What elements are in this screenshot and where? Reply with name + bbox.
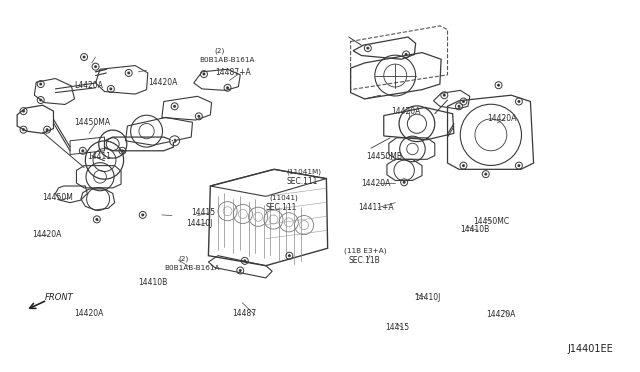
Text: 14410J: 14410J: [186, 219, 212, 228]
Text: 14420A: 14420A: [32, 230, 61, 239]
Text: SEC.111: SEC.111: [287, 177, 318, 186]
Text: L4420A: L4420A: [74, 81, 104, 90]
Circle shape: [243, 259, 246, 262]
Text: 14420A: 14420A: [362, 179, 391, 187]
Text: SEC.111: SEC.111: [266, 203, 297, 212]
Text: (11B E3+A): (11B E3+A): [344, 248, 387, 254]
Text: 14420A: 14420A: [486, 311, 515, 320]
Text: 14415: 14415: [191, 208, 215, 217]
Text: (11041M): (11041M): [287, 169, 322, 175]
Text: B: B: [170, 138, 175, 143]
Circle shape: [81, 149, 84, 152]
Circle shape: [288, 254, 291, 257]
Text: 14420A: 14420A: [148, 78, 177, 87]
Circle shape: [83, 55, 86, 58]
Text: 14450MC: 14450MC: [473, 217, 509, 226]
Text: 14420A: 14420A: [74, 310, 104, 318]
Circle shape: [518, 164, 520, 167]
Circle shape: [141, 214, 144, 217]
Text: 14450MA: 14450MA: [74, 119, 111, 128]
Circle shape: [22, 110, 25, 113]
Text: 14415: 14415: [385, 323, 409, 332]
Circle shape: [197, 115, 200, 118]
Text: 14487: 14487: [232, 310, 256, 318]
Circle shape: [404, 53, 408, 56]
Circle shape: [94, 65, 97, 68]
Text: B0B1AB-B161A: B0B1AB-B161A: [199, 57, 254, 63]
Circle shape: [226, 86, 229, 89]
Circle shape: [173, 105, 176, 108]
Circle shape: [39, 99, 42, 102]
Circle shape: [443, 94, 446, 97]
Text: (2): (2): [179, 255, 189, 262]
Circle shape: [366, 46, 369, 49]
Circle shape: [121, 149, 124, 152]
Text: 14410B: 14410B: [460, 225, 490, 234]
Circle shape: [95, 218, 99, 221]
Text: 14411: 14411: [87, 152, 111, 161]
Text: (2): (2): [215, 48, 225, 54]
Text: J14401EE: J14401EE: [568, 344, 613, 354]
Circle shape: [239, 269, 242, 272]
Circle shape: [45, 128, 49, 131]
Circle shape: [403, 181, 406, 184]
Circle shape: [518, 100, 520, 103]
Text: 14450MB: 14450MB: [366, 152, 402, 161]
Text: 14450M: 14450M: [43, 193, 74, 202]
Text: SEC.11B: SEC.11B: [349, 256, 380, 264]
Circle shape: [497, 84, 500, 87]
Circle shape: [173, 139, 177, 143]
Circle shape: [109, 87, 113, 90]
Text: 14420A: 14420A: [487, 114, 516, 123]
Text: 14411+A: 14411+A: [358, 203, 394, 212]
Circle shape: [484, 173, 487, 176]
Text: 14410B: 14410B: [138, 278, 168, 287]
Text: (11041): (11041): [269, 195, 298, 201]
Text: 14487+A: 14487+A: [215, 68, 250, 77]
Circle shape: [202, 73, 205, 76]
Circle shape: [462, 164, 465, 167]
Text: B0B1AB-B161A: B0B1AB-B161A: [164, 264, 220, 270]
Circle shape: [39, 83, 42, 86]
Text: 14420A: 14420A: [392, 107, 420, 116]
Text: FRONT: FRONT: [45, 293, 74, 302]
Circle shape: [458, 105, 461, 108]
Text: 14410J: 14410J: [414, 294, 441, 302]
Circle shape: [127, 71, 130, 74]
Circle shape: [462, 100, 465, 103]
Circle shape: [22, 128, 25, 131]
